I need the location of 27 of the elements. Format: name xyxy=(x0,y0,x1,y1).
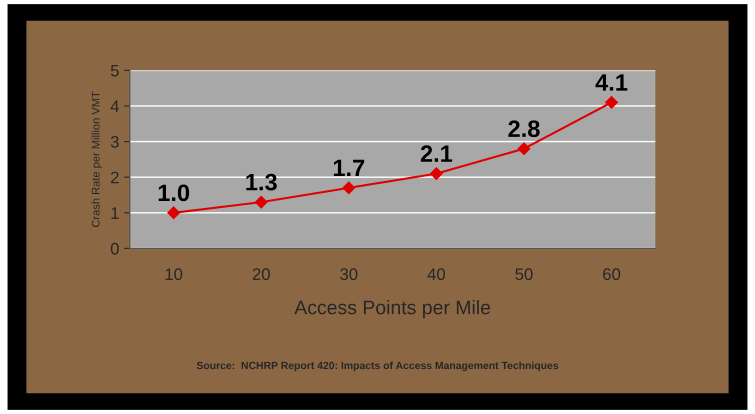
point xyxy=(254,196,268,209)
data-label: 4.1 xyxy=(596,74,628,91)
y-tick-label: 5 xyxy=(110,64,119,77)
data-label: 2.1 xyxy=(420,145,452,162)
source-note: Source: NCHRP Report 420: Impacts of Access Management Techniques xyxy=(196,362,558,372)
point xyxy=(605,96,618,109)
y-tick-label: 3 xyxy=(110,136,119,148)
y-axis-title: Crash Rate per Million VMT xyxy=(91,91,102,228)
y-tick-label: 1 xyxy=(111,207,119,219)
y-tick-label: 2 xyxy=(111,172,119,184)
data-label: 1.7 xyxy=(334,160,364,176)
data-label: 2.8 xyxy=(508,120,540,138)
x-tick-label: 20 xyxy=(252,268,270,280)
x-tick-label: 30 xyxy=(340,268,358,280)
data-label: 1.0 xyxy=(158,184,190,202)
x-tick-label: 40 xyxy=(428,268,446,280)
point xyxy=(342,181,356,194)
point xyxy=(430,167,443,180)
point xyxy=(167,206,180,220)
y-tick-label: 4 xyxy=(110,100,119,112)
x-tick-label: 10 xyxy=(166,268,182,280)
y-tick-label: 0 xyxy=(110,242,119,255)
x-tick-label: 50 xyxy=(515,268,533,280)
x-axis-title: Access Points per Mile xyxy=(294,300,490,318)
point xyxy=(518,142,530,156)
data-label: 1.3 xyxy=(246,174,277,191)
x-tick-label: 60 xyxy=(603,268,620,280)
